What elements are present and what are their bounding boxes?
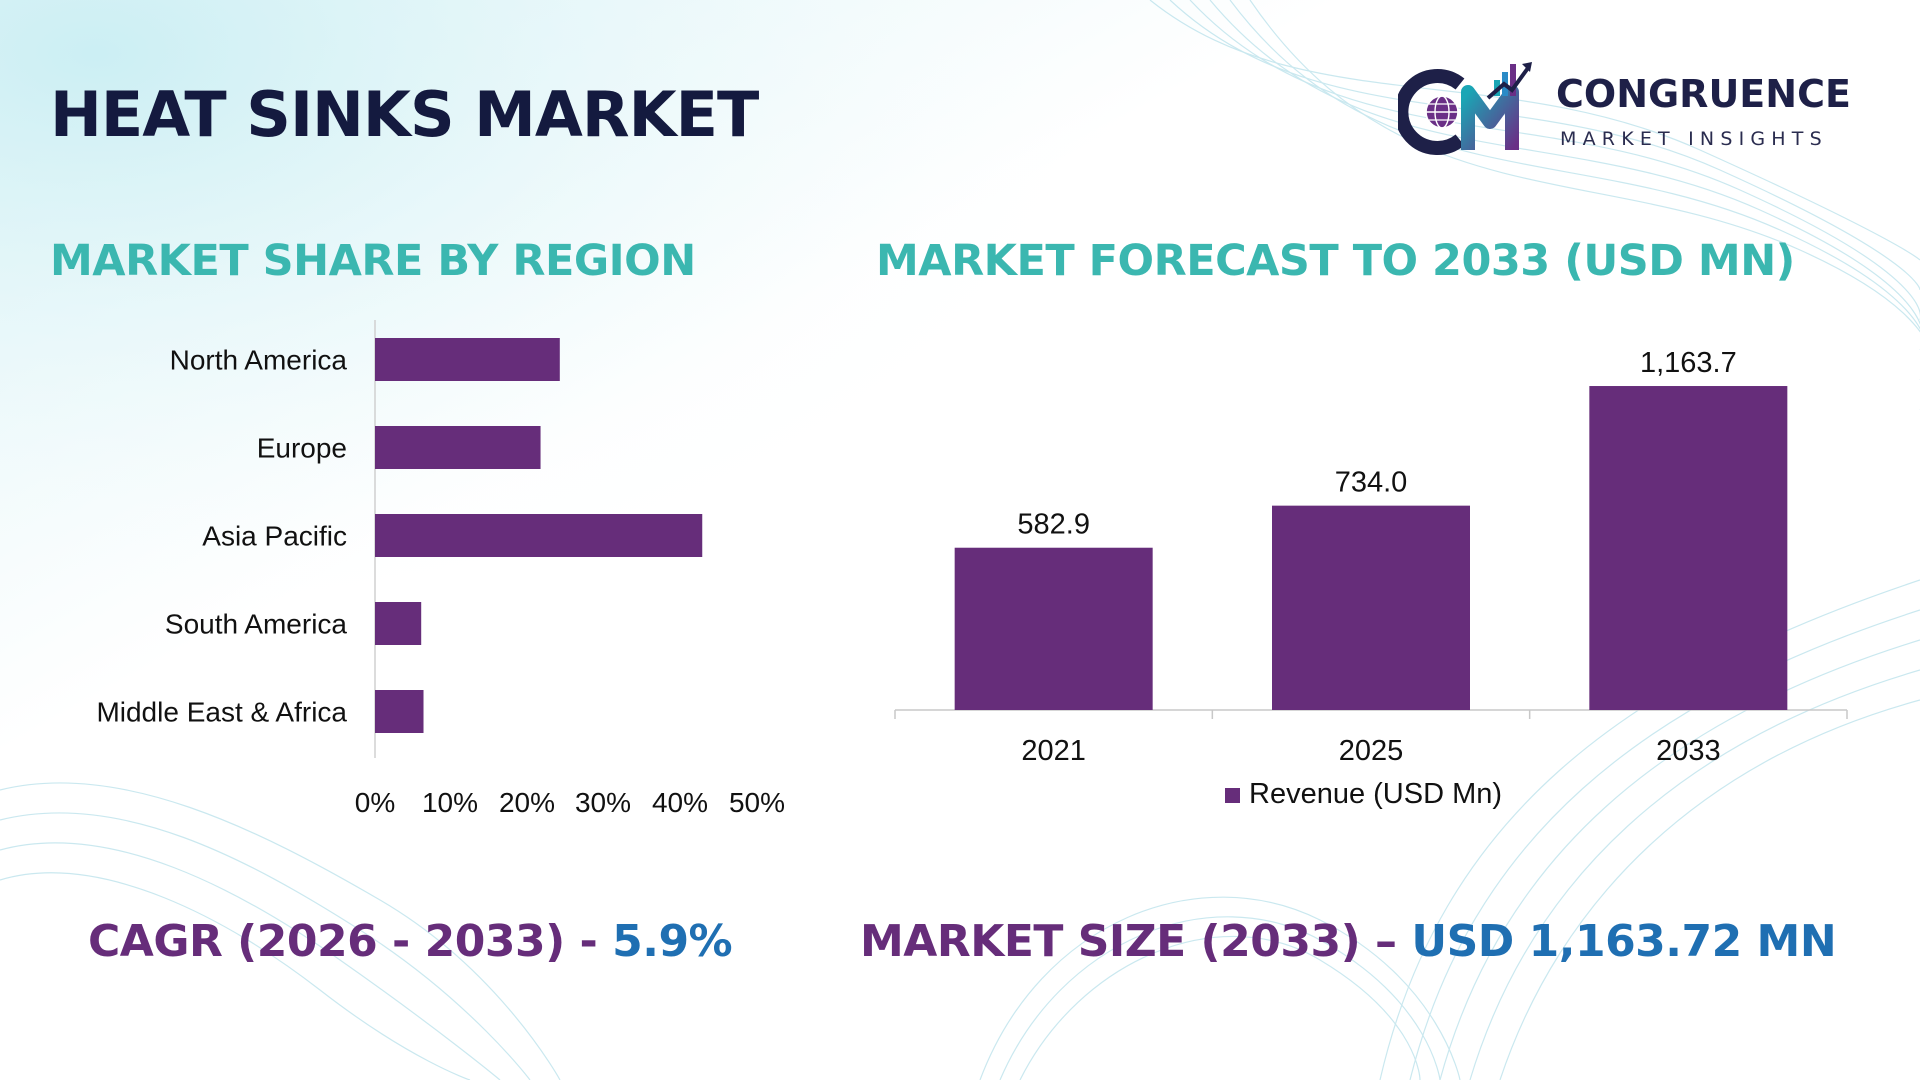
forecast-chart-title: MARKET FORECAST TO 2033 (USD MN)	[876, 236, 1795, 286]
market-size-label: MARKET SIZE (2033) –	[860, 916, 1412, 967]
region-chart-title: MARKET SHARE BY REGION	[50, 236, 696, 286]
region-bar	[375, 514, 703, 557]
region-category-label: South America	[165, 609, 348, 640]
region-category-label: Middle East & Africa	[96, 697, 347, 728]
region-category-label: Asia Pacific	[202, 521, 347, 552]
market-size-value: USD 1,163.72 MN	[1411, 916, 1837, 967]
forecast-bar	[1589, 386, 1788, 710]
forecast-data-label: 582.9	[1017, 509, 1090, 541]
region-category-label: North America	[170, 345, 348, 376]
region-category-label: Europe	[257, 433, 347, 464]
forecast-x-tick-label: 2033	[1656, 735, 1721, 767]
region-x-tick-label: 40%	[652, 787, 708, 818]
forecast-data-label: 734.0	[1335, 467, 1408, 499]
legend-swatch	[1225, 788, 1240, 803]
region-bar	[375, 690, 424, 733]
cagr-value: 5.9%	[612, 916, 733, 967]
market-size-kpi: MARKET SIZE (2033) – USD 1,163.72 MN	[860, 916, 1837, 967]
forecast-revenue-bar-chart: 582.9 2021 734.0 2025 1,163.7 2033 Revenue (US…	[894, 347, 1848, 810]
forecast-bar	[1272, 505, 1470, 710]
cm-globe-chart-logo-icon	[1398, 62, 1532, 155]
region-x-tick-label: 30%	[575, 787, 631, 818]
logo-tagline: MARKET INSIGHTS	[1560, 128, 1828, 150]
region-bar	[375, 426, 541, 469]
legend-label: Revenue (USD Mn)	[1249, 778, 1502, 810]
region-x-tick-label: 10%	[422, 787, 478, 818]
forecast-data-label: 1,163.7	[1640, 347, 1737, 379]
forecast-bar	[954, 547, 1153, 710]
region-x-tick-label: 20%	[499, 787, 555, 818]
region-x-tick-label: 0%	[355, 787, 395, 818]
cagr-label: CAGR (2026 - 2033) -	[88, 916, 613, 967]
logo-brand-name: CONGRUENCE	[1556, 72, 1851, 116]
region-bar	[375, 602, 422, 645]
cagr-kpi: CAGR (2026 - 2033) - 5.9%	[88, 916, 733, 967]
forecast-x-tick-label: 2025	[1339, 735, 1404, 767]
region-share-bar-chart: North America Europe Asia Pacific South Ame…	[96, 320, 785, 818]
region-x-tick-label: 50%	[729, 787, 785, 818]
page-title: HEAT SINKS MARKET	[50, 78, 759, 151]
company-logo: CONGRUENCE MARKET INSIGHTS	[1398, 52, 1878, 162]
region-bar	[375, 338, 560, 381]
forecast-x-tick-label: 2021	[1021, 735, 1086, 767]
